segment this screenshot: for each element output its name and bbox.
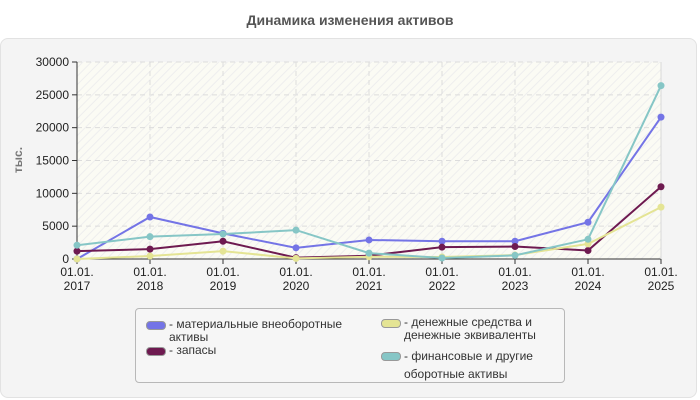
data-point[interactable] [146,252,154,260]
data-point[interactable] [438,254,446,262]
legend-swatch-icon [146,347,166,356]
data-point[interactable] [657,113,665,121]
data-point[interactable] [438,237,446,245]
y-tick-label: 0 [62,252,69,266]
data-point[interactable] [365,249,373,257]
x-tick-label: 2019 [210,279,237,293]
data-series [73,82,665,263]
data-point[interactable] [511,243,519,251]
legend-label: - денежные средства и денежные эквивален… [404,315,536,342]
legend-swatch-icon [381,352,401,361]
data-point[interactable] [219,230,227,238]
legend-swatch-icon [381,319,401,328]
x-tick-label: 01.01. [133,265,166,279]
x-tick-label: 01.01. [279,265,312,279]
data-point[interactable] [146,233,154,241]
y-tick-label: 20000 [36,121,70,135]
y-tick-label: 10000 [36,186,70,200]
legend-label: - запасы [169,343,217,357]
data-point[interactable] [73,241,81,249]
data-point[interactable] [292,244,300,252]
x-tick-label: 2024 [575,279,602,293]
data-point[interactable] [219,237,227,245]
x-tick-label: 2018 [137,279,164,293]
legend-swatch-icon [146,321,166,330]
y-axis-label: тыс. [11,147,25,173]
x-tick-label: 01.01. [352,265,385,279]
chart-title: Динамика изменения активов [246,12,454,28]
legend-item-cash[interactable]: - денежные средства и денежные эквивален… [381,316,536,342]
x-tick-label: 01.01. [425,265,458,279]
legend-label: - финансовые и другие оборотные активы [404,349,533,381]
x-tick-label: 01.01. [498,265,531,279]
legend-label: - материальные внеоборотные активы [169,317,342,344]
legend-item-tangible-assets[interactable]: - материальные внеоборотные активы [146,318,342,344]
data-point[interactable] [657,203,665,211]
y-tick-label: 15000 [36,154,70,168]
axes: 05000100001500020000250003000001.01.2017… [36,55,678,293]
x-tick-label: 2023 [502,279,529,293]
data-point[interactable] [584,246,592,254]
y-tick-label: 5000 [42,219,69,233]
x-tick-label: 2021 [356,279,383,293]
data-point[interactable] [73,255,81,263]
data-point[interactable] [657,183,665,191]
data-point[interactable] [292,226,300,234]
data-point[interactable] [511,237,519,245]
y-tick-label: 30000 [36,55,70,69]
data-point[interactable] [584,235,592,243]
data-point[interactable] [511,251,519,259]
data-point[interactable] [584,218,592,226]
legend-item-financial-assets[interactable]: - финансовые и другие оборотные активы [381,347,533,383]
data-point[interactable] [292,254,300,262]
gridlines [77,61,661,259]
data-point[interactable] [365,236,373,244]
x-tick-label: 2017 [64,279,91,293]
data-point[interactable] [73,247,81,255]
x-tick-label: 01.01. [206,265,239,279]
x-tick-label: 01.01. [644,265,677,279]
x-tick-label: 2025 [648,279,675,293]
data-point[interactable] [438,243,446,251]
legend: - материальные внеоборотные активы - зап… [135,308,565,383]
x-tick-label: 2022 [429,279,456,293]
y-tick-label: 25000 [36,88,70,102]
legend-item-inventory[interactable]: - запасы [146,344,216,357]
data-point[interactable] [146,213,154,221]
x-tick-label: 01.01. [60,265,93,279]
x-tick-label: 01.01. [571,265,604,279]
data-point[interactable] [219,247,227,255]
data-point[interactable] [146,245,154,253]
data-point[interactable] [657,82,665,90]
line-chart: 05000100001500020000250003000001.01.2017… [11,55,678,293]
x-tick-label: 2020 [283,279,310,293]
